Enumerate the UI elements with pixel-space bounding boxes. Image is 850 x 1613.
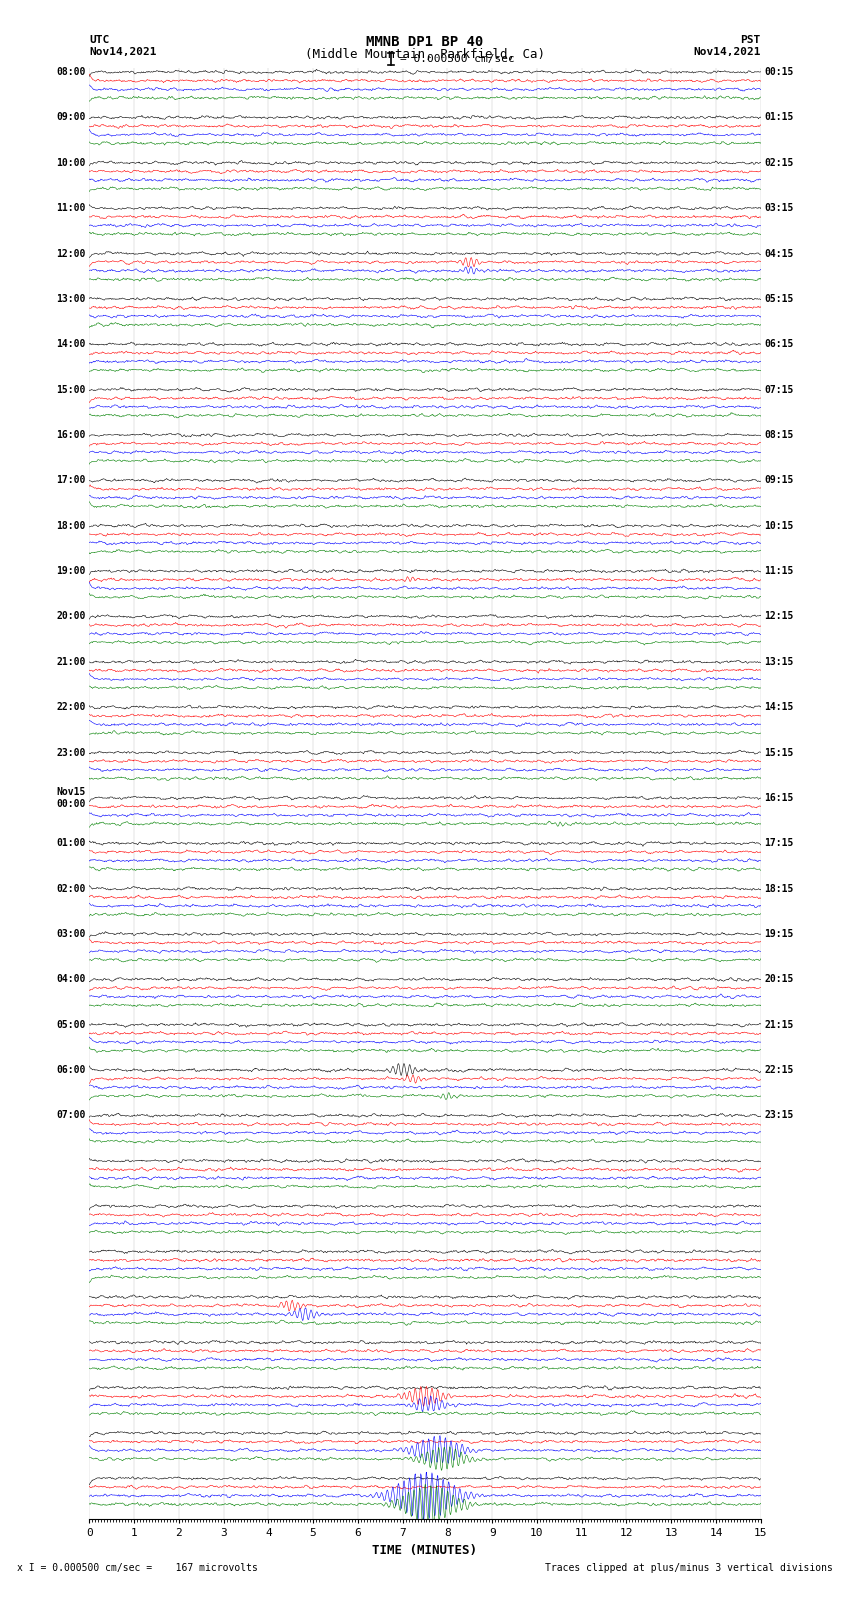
Text: Nov15
00:00: Nov15 00:00 xyxy=(56,787,86,808)
Text: 08:00: 08:00 xyxy=(56,68,86,77)
Text: 04:00: 04:00 xyxy=(56,974,86,984)
Text: 10:15: 10:15 xyxy=(764,521,794,531)
Text: 14:15: 14:15 xyxy=(764,702,794,713)
Text: 02:00: 02:00 xyxy=(56,884,86,894)
Text: MMNB DP1 BP 40: MMNB DP1 BP 40 xyxy=(366,35,484,48)
Text: 17:15: 17:15 xyxy=(764,839,794,848)
Text: 01:15: 01:15 xyxy=(764,113,794,123)
Text: 14:00: 14:00 xyxy=(56,339,86,350)
Text: 16:00: 16:00 xyxy=(56,431,86,440)
Text: 18:00: 18:00 xyxy=(56,521,86,531)
Text: 18:15: 18:15 xyxy=(764,884,794,894)
Text: 07:00: 07:00 xyxy=(56,1110,86,1121)
Text: 04:15: 04:15 xyxy=(764,248,794,258)
Text: 10:00: 10:00 xyxy=(56,158,86,168)
Text: 19:15: 19:15 xyxy=(764,929,794,939)
Text: 22:00: 22:00 xyxy=(56,702,86,713)
Text: 01:00: 01:00 xyxy=(56,839,86,848)
Text: 11:15: 11:15 xyxy=(764,566,794,576)
Text: 09:00: 09:00 xyxy=(56,113,86,123)
Text: 02:15: 02:15 xyxy=(764,158,794,168)
Text: 15:15: 15:15 xyxy=(764,747,794,758)
Text: = 0.000500 cm/sec: = 0.000500 cm/sec xyxy=(400,53,514,65)
Text: 06:00: 06:00 xyxy=(56,1065,86,1076)
Text: 16:15: 16:15 xyxy=(764,794,794,803)
Text: 23:00: 23:00 xyxy=(56,747,86,758)
Text: UTC: UTC xyxy=(89,35,110,45)
Text: Traces clipped at plus/minus 3 vertical divisions: Traces clipped at plus/minus 3 vertical … xyxy=(545,1563,833,1573)
Text: 12:15: 12:15 xyxy=(764,611,794,621)
Text: 19:00: 19:00 xyxy=(56,566,86,576)
Text: 15:00: 15:00 xyxy=(56,384,86,395)
Text: 17:00: 17:00 xyxy=(56,476,86,486)
Text: 03:00: 03:00 xyxy=(56,929,86,939)
Text: 03:15: 03:15 xyxy=(764,203,794,213)
Text: 21:00: 21:00 xyxy=(56,656,86,666)
Text: 05:15: 05:15 xyxy=(764,294,794,303)
Text: 13:00: 13:00 xyxy=(56,294,86,303)
Text: 23:15: 23:15 xyxy=(764,1110,794,1121)
Text: 22:15: 22:15 xyxy=(764,1065,794,1076)
Text: 13:15: 13:15 xyxy=(764,656,794,666)
Text: Nov14,2021: Nov14,2021 xyxy=(694,47,761,56)
Text: 21:15: 21:15 xyxy=(764,1019,794,1029)
Text: x I = 0.000500 cm/sec =    167 microvolts: x I = 0.000500 cm/sec = 167 microvolts xyxy=(17,1563,258,1573)
Text: 11:00: 11:00 xyxy=(56,203,86,213)
Text: 09:15: 09:15 xyxy=(764,476,794,486)
Text: 05:00: 05:00 xyxy=(56,1019,86,1029)
Text: 06:15: 06:15 xyxy=(764,339,794,350)
Text: Nov14,2021: Nov14,2021 xyxy=(89,47,156,56)
Text: 12:00: 12:00 xyxy=(56,248,86,258)
Text: 20:00: 20:00 xyxy=(56,611,86,621)
Text: PST: PST xyxy=(740,35,761,45)
Text: 08:15: 08:15 xyxy=(764,431,794,440)
Text: 00:15: 00:15 xyxy=(764,68,794,77)
Text: 07:15: 07:15 xyxy=(764,384,794,395)
X-axis label: TIME (MINUTES): TIME (MINUTES) xyxy=(372,1544,478,1557)
Text: 20:15: 20:15 xyxy=(764,974,794,984)
Text: (Middle Mountain, Parkfield, Ca): (Middle Mountain, Parkfield, Ca) xyxy=(305,48,545,61)
